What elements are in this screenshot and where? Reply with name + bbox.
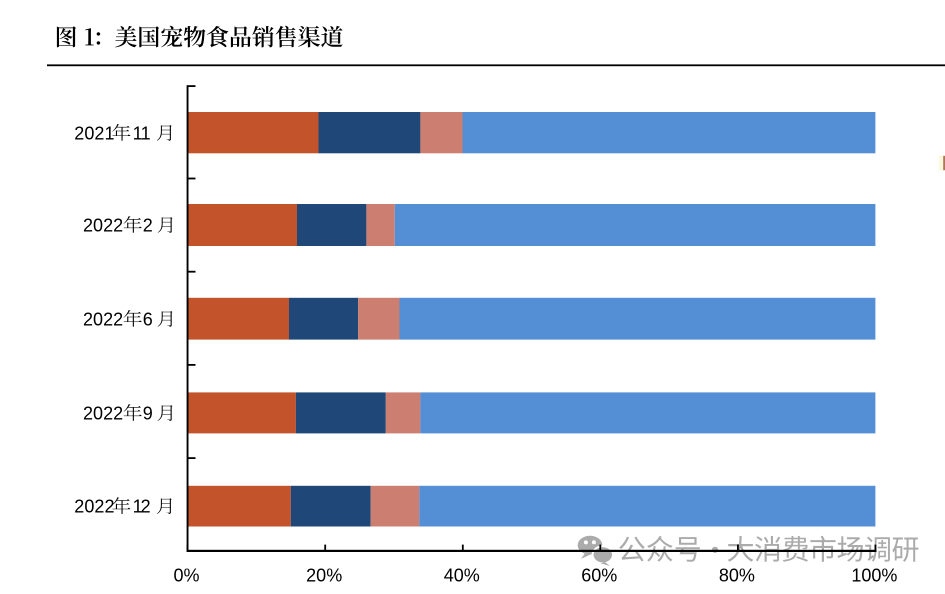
svg-text:2021: 2021: [74, 123, 114, 143]
svg-text:0%: 0%: [173, 565, 199, 585]
svg-text:80%: 80%: [719, 565, 755, 585]
svg-text:2: 2: [141, 497, 151, 517]
svg-text:20%: 20%: [306, 565, 342, 585]
svg-text:2022: 2022: [83, 309, 123, 329]
svg-text:9: 9: [143, 404, 153, 424]
svg-text:2022: 2022: [83, 216, 123, 236]
svg-text:2: 2: [143, 216, 153, 236]
svg-text:40%: 40%: [444, 565, 480, 585]
svg-text:1: 1: [133, 497, 143, 517]
svg-text:60%: 60%: [581, 565, 617, 585]
svg-text:1: 1: [133, 123, 143, 143]
svg-text:100%: 100%: [851, 565, 897, 585]
svg-text:2022: 2022: [74, 497, 114, 517]
svg-text:1: 1: [141, 123, 151, 143]
svg-text:6: 6: [143, 309, 153, 329]
svg-text:2022: 2022: [83, 404, 123, 424]
